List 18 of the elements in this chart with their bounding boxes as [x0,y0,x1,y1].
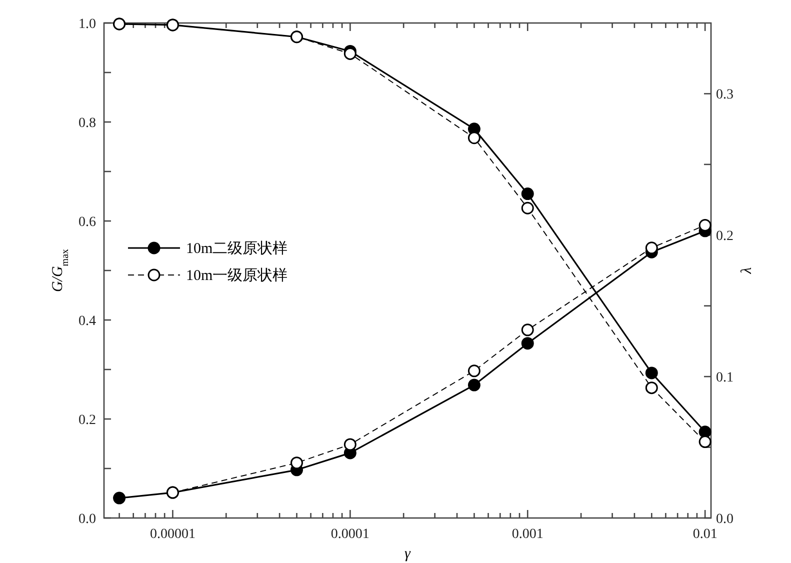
x-axis-title: γ [404,546,412,562]
x-tick-label: 0.0001 [330,527,370,542]
y2-tick-label: 0.0 [716,512,734,527]
y2-tick-label: 0.1 [716,370,734,386]
x-tick-label: 0.00001 [150,527,196,542]
y-tick-label: 0.8 [78,116,96,131]
y-tick-label: 0.4 [78,314,96,329]
legend-label: 10m一级原状样 [186,267,288,284]
y-tick-label: 0.2 [78,413,96,428]
x-tick-label: 0.001 [512,527,544,542]
y2-tick-label: 0.3 [716,88,734,103]
y-tick-label: 0.6 [78,215,96,230]
x-tick-label: 0.01 [692,527,718,542]
y2-tick-label: 0.2 [716,229,734,244]
y2-axis-title: λ [739,266,755,275]
y-tick-label: 1.0 [78,17,96,32]
y-tick-label: 0.0 [78,512,96,527]
legend-label: 10m二级原状样 [186,240,288,257]
